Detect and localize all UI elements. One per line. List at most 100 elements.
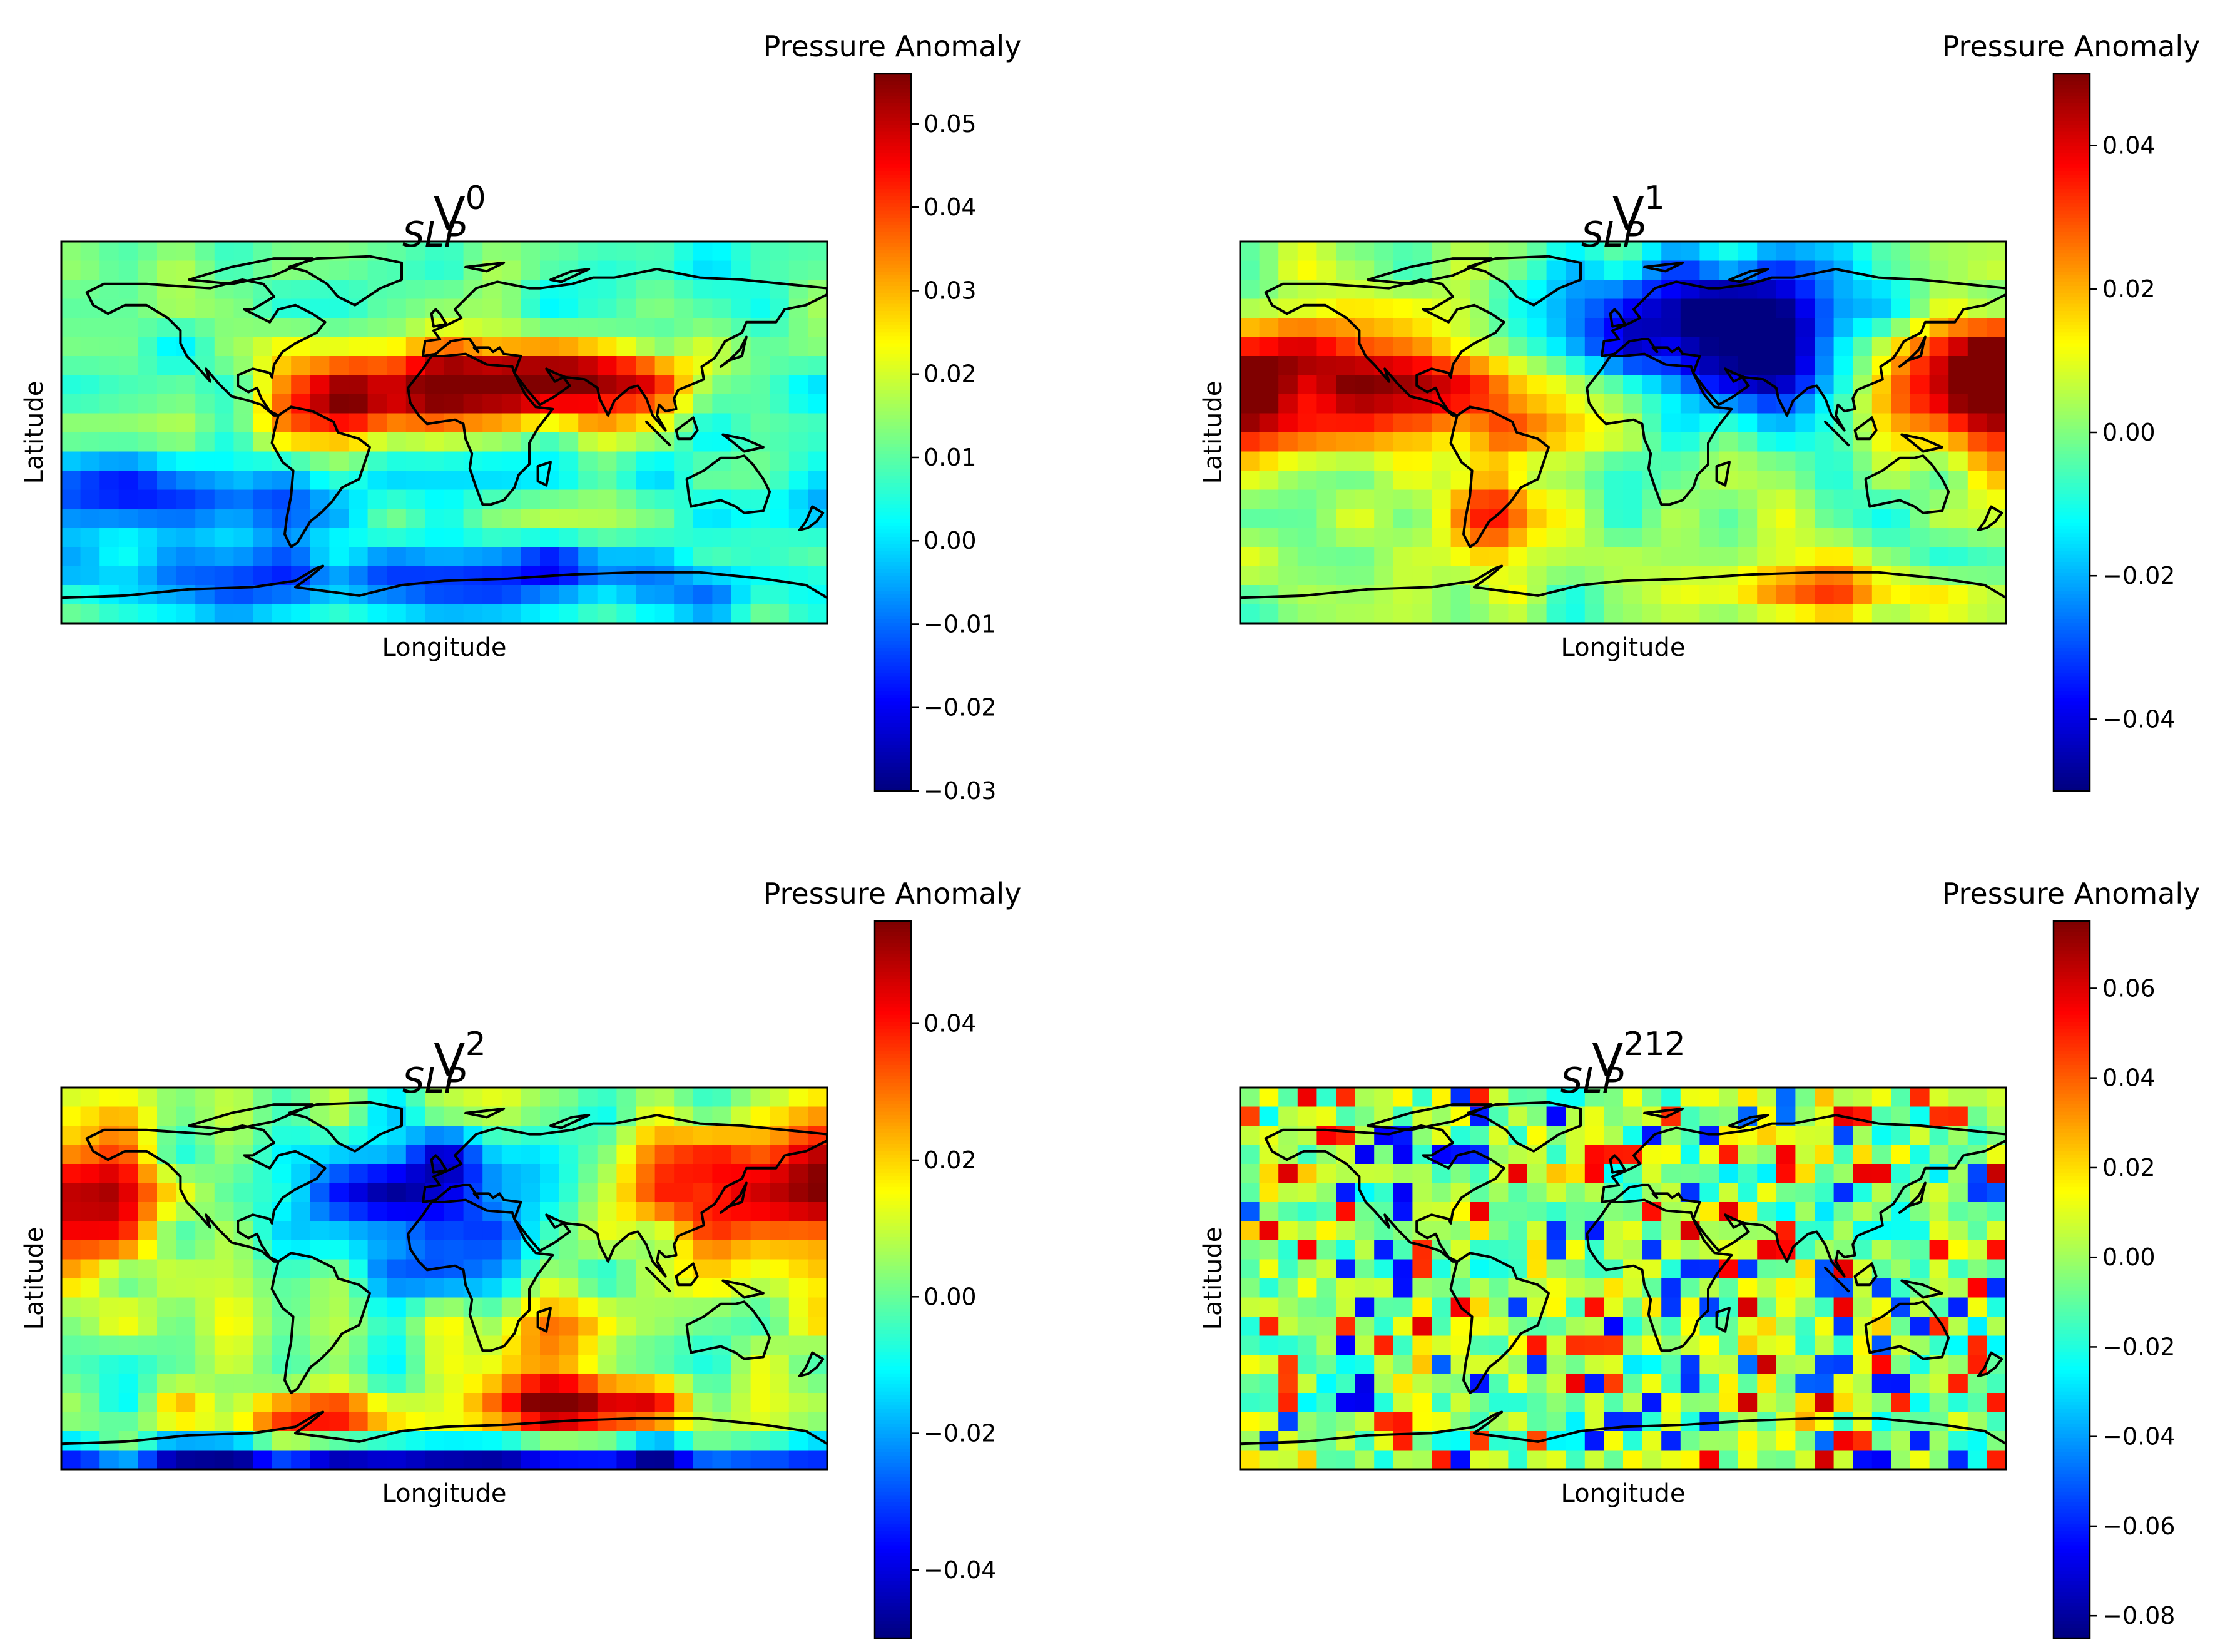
colorbar-segment xyxy=(875,942,911,947)
heatmap-cell xyxy=(157,260,177,280)
heatmap-cell xyxy=(61,1106,81,1126)
colorbar-segment xyxy=(875,497,911,501)
heatmap-cell xyxy=(770,471,790,491)
heatmap-cell xyxy=(1623,1106,1643,1126)
heatmap-cell xyxy=(214,356,234,376)
heatmap-cell xyxy=(1489,604,1509,624)
colorbar-segment xyxy=(2054,762,2090,767)
colorbar-segment xyxy=(875,199,911,204)
heatmap-cell xyxy=(329,1259,349,1279)
heatmap-cell xyxy=(1757,509,1777,529)
heatmap-cell xyxy=(1604,585,1624,605)
heatmap-cell xyxy=(1240,1450,1260,1470)
heatmap-cell xyxy=(1738,1374,1758,1394)
heatmap-cell xyxy=(1929,1106,1949,1126)
heatmap-cell xyxy=(99,242,120,262)
heatmap-cell xyxy=(1661,1317,1681,1337)
colorbar-segment xyxy=(2054,1322,2090,1327)
heatmap-cell xyxy=(233,337,253,357)
heatmap-cell xyxy=(329,337,349,357)
heatmap-cell xyxy=(501,1393,521,1413)
heatmap-cell xyxy=(405,1126,425,1146)
heatmap-cell xyxy=(444,1221,464,1241)
heatmap-cell xyxy=(597,509,617,529)
colorbar-segment xyxy=(875,518,911,523)
heatmap-cell xyxy=(1584,280,1604,300)
heatmap-cell xyxy=(1527,528,1547,548)
heatmap-cell xyxy=(1336,1374,1356,1394)
heatmap-cell xyxy=(1738,451,1758,471)
colorbar-segment xyxy=(2054,1247,2090,1252)
heatmap-cell xyxy=(425,585,445,605)
heatmap-cell xyxy=(1853,604,1873,624)
heatmap-cell xyxy=(770,260,790,280)
heatmap-cell xyxy=(214,413,234,433)
heatmap-cell xyxy=(597,242,617,262)
heatmap-cell xyxy=(405,1431,425,1451)
colorbar-segment xyxy=(2054,242,2090,247)
colorbar-segment xyxy=(875,1226,911,1230)
heatmap-cell xyxy=(1393,413,1413,433)
heatmap-cell xyxy=(1432,1221,1452,1241)
colorbar-segment xyxy=(2054,705,2090,710)
colorbar-segment xyxy=(875,579,911,584)
heatmap-cell xyxy=(1815,509,1835,529)
heatmap-cell xyxy=(253,432,273,452)
heatmap-cell xyxy=(1546,1450,1566,1470)
heatmap-cell xyxy=(1489,1297,1509,1317)
colorbar-segment xyxy=(2054,1050,2090,1054)
heatmap-cell xyxy=(214,432,234,452)
heatmap-cell xyxy=(1699,585,1719,605)
colorbar-segment xyxy=(2054,443,2090,447)
heatmap-cell xyxy=(1738,547,1758,567)
heatmap-cell xyxy=(176,298,196,319)
coastline xyxy=(1853,1262,1878,1287)
colorbar-segment xyxy=(875,1573,911,1578)
heatmap-cell xyxy=(1489,1393,1509,1413)
heatmap-cell xyxy=(1584,547,1604,567)
heatmap-cell xyxy=(1566,318,1586,338)
heatmap-cell xyxy=(1680,585,1700,605)
colorbar-segment xyxy=(2054,489,2090,494)
heatmap-cell xyxy=(1795,604,1815,624)
heatmap-cell xyxy=(597,413,617,433)
heatmap-cell xyxy=(808,413,828,433)
colorbar-segment xyxy=(875,493,911,497)
heatmap-cell xyxy=(349,1259,369,1279)
heatmap-cell xyxy=(157,471,177,491)
colorbar-segment xyxy=(875,971,911,976)
heatmap-cell xyxy=(253,1335,273,1355)
heatmap-cell xyxy=(99,451,120,471)
colorbar-segment xyxy=(2054,1462,2090,1467)
heatmap-cell xyxy=(1967,432,1987,452)
title-base: V xyxy=(1592,1034,1624,1088)
heatmap-cell xyxy=(788,375,808,395)
heatmap-cell xyxy=(1374,242,1394,262)
heatmap-cell xyxy=(1853,451,1873,471)
heatmap-cell xyxy=(731,242,751,262)
colorbar-segment xyxy=(2054,486,2090,491)
heatmap-cell xyxy=(1967,337,1987,357)
heatmap-cell xyxy=(559,1374,579,1394)
heatmap-cell xyxy=(1853,1393,1873,1413)
colorbar-segment xyxy=(875,939,911,944)
colorbar-segment xyxy=(875,310,911,315)
heatmap-cell xyxy=(616,451,636,471)
colorbar-segment xyxy=(2054,568,2090,573)
heatmap-cell xyxy=(1757,432,1777,452)
colorbar-segment xyxy=(875,1036,911,1040)
colorbar-segment xyxy=(2054,91,2090,96)
heatmap-cell xyxy=(463,1412,483,1432)
heatmap-cell xyxy=(1776,1412,1796,1432)
colorbar-segment xyxy=(2054,160,2090,165)
heatmap-cell xyxy=(463,1221,483,1241)
colorbar-segment xyxy=(875,1351,911,1356)
heatmap-cell xyxy=(1374,471,1394,491)
heatmap-cell xyxy=(310,1259,330,1279)
heatmap-cell xyxy=(1699,528,1719,548)
heatmap-cell xyxy=(712,260,732,280)
heatmap-cell xyxy=(1738,298,1758,319)
colorbar-segment xyxy=(875,1258,911,1263)
heatmap-cell xyxy=(1259,375,1279,395)
heatmap-cell xyxy=(1738,318,1758,338)
